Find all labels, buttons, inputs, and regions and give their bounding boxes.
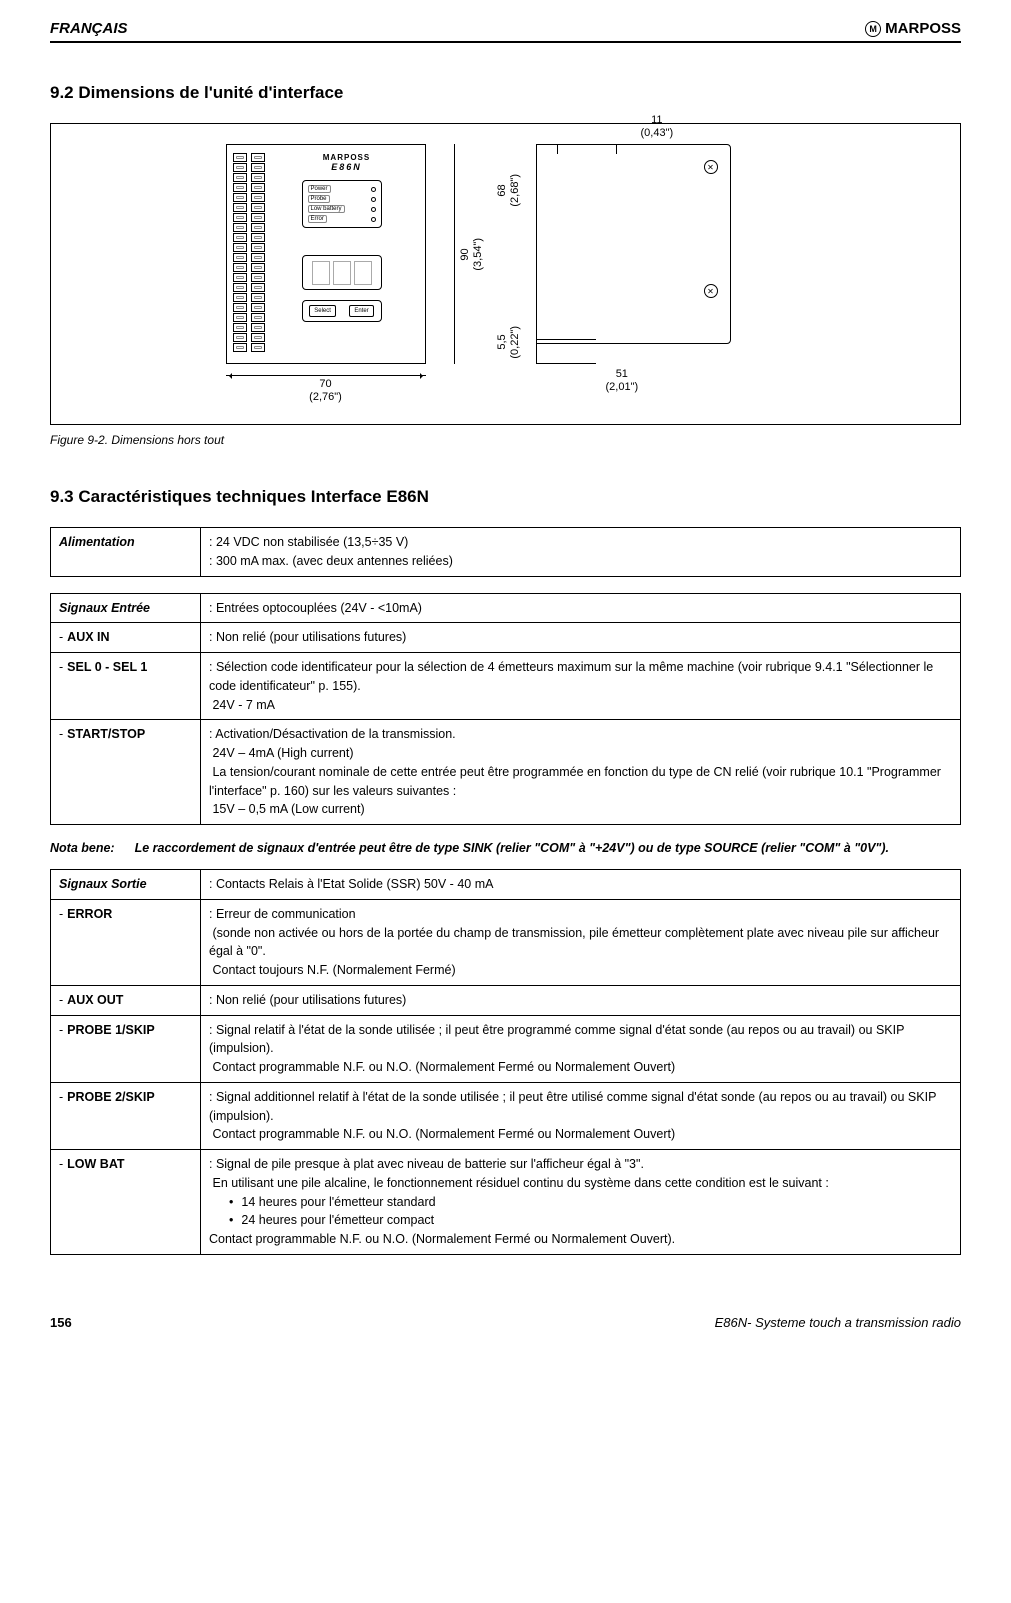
table-row: -AUX IN : Non relié (pour utilisations f…	[51, 623, 961, 653]
dimension-width: 70 (2,76")	[226, 375, 426, 404]
alimentation-value: : 24 VDC non stabilisée (13,5÷35 V) : 30…	[201, 528, 961, 577]
device-brand-label: MARPOSS E86N	[277, 153, 417, 172]
table-row: -SEL 0 - SEL 1 : Sélection code identifi…	[51, 653, 961, 720]
startstop-value: : Activation/Désactivation de la transmi…	[201, 720, 961, 825]
page-footer: 156 E86N- Systeme touch a transmission r…	[50, 1315, 961, 1330]
device-body: MARPOSS E86N Power Probe Low battery Err…	[226, 144, 426, 364]
footer-title: E86N- Systeme touch a transmission radio	[715, 1315, 961, 1330]
mounting-hole-icon	[704, 160, 718, 174]
aux-in-value: : Non relié (pour utilisations futures)	[201, 623, 961, 653]
probe1-value: : Signal relatif à l'état de la sonde ut…	[201, 1015, 961, 1082]
signaux-sortie-table: Signaux Sortie : Contacts Relais à l'Eta…	[50, 869, 961, 1255]
aux-in-label: -AUX IN	[51, 623, 201, 653]
figure-caption: Figure 9-2. Dimensions hors tout	[50, 433, 961, 447]
brand-text: MARPOSS	[885, 20, 961, 37]
error-label: -ERROR	[51, 899, 201, 985]
status-panel: Power Probe Low battery Error	[302, 180, 382, 228]
probe2-value: : Signal additionnel relatif à l'état de…	[201, 1082, 961, 1149]
auxout-value: : Non relié (pour utilisations futures)	[201, 985, 961, 1015]
side-body	[536, 144, 731, 344]
device-side-view: 11(0,43") 68(2,68") 5,5(0,22") 51(2,01")	[506, 144, 786, 404]
dimension-11: 11(0,43")	[641, 114, 674, 140]
section-93-title: 9.3 Caractéristiques techniques Interfac…	[50, 487, 961, 507]
table-row: Signaux Sortie : Contacts Relais à l'Eta…	[51, 870, 961, 900]
table-row: Signaux Entrée : Entrées optocouplées (2…	[51, 593, 961, 623]
probe2-label: -PROBE 2/SKIP	[51, 1082, 201, 1149]
dimension-55: 5,5(0,22")	[496, 326, 522, 359]
seven-segment-display	[302, 255, 382, 290]
nota-text: Le raccordement de signaux d'entrée peut…	[135, 841, 889, 855]
signaux-sortie-label: Signaux Sortie	[51, 870, 201, 900]
table-row: Alimentation : 24 VDC non stabilisée (13…	[51, 528, 961, 577]
enter-button[interactable]: Enter	[349, 305, 373, 317]
table-row: -LOW BAT : Signal de pile presque à plat…	[51, 1150, 961, 1255]
section-92-title: 9.2 Dimensions de l'unité d'interface	[50, 83, 961, 103]
led-icon	[371, 217, 376, 222]
dimension-height: 90 (3,54")	[454, 144, 485, 364]
mounting-hole-icon	[704, 284, 718, 298]
page-header: FRANÇAIS M MARPOSS	[50, 20, 961, 43]
header-brand: M MARPOSS	[865, 20, 961, 37]
table-row: -ERROR : Erreur de communication (sonde …	[51, 899, 961, 985]
lowbat-label: -LOW BAT	[51, 1150, 201, 1255]
nota-bene: Nota bene: Le raccordement de signaux d'…	[50, 841, 961, 855]
brand-logo-icon: M	[865, 21, 881, 37]
nota-label: Nota bene:	[50, 841, 115, 855]
table-row: -START/STOP : Activation/Désactivation d…	[51, 720, 961, 825]
sel-label: -SEL 0 - SEL 1	[51, 653, 201, 720]
auxout-label: -AUX OUT	[51, 985, 201, 1015]
sel-value: : Sélection code identificateur pour la …	[201, 653, 961, 720]
probe1-label: -PROBE 1/SKIP	[51, 1015, 201, 1082]
table-row: -PROBE 2/SKIP : Signal additionnel relat…	[51, 1082, 961, 1149]
signaux-entree-value: : Entrées optocouplées (24V - <10mA)	[201, 593, 961, 623]
error-value: : Erreur de communication (sonde non act…	[201, 899, 961, 985]
signaux-entree-table: Signaux Entrée : Entrées optocouplées (2…	[50, 593, 961, 826]
alimentation-label: Alimentation	[51, 528, 201, 577]
side-rail	[536, 339, 596, 364]
terminal-column-2	[251, 153, 265, 352]
page-number: 156	[50, 1315, 72, 1330]
select-button[interactable]: Select	[309, 305, 336, 317]
lowbat-value: : Signal de pile presque à plat avec niv…	[201, 1150, 961, 1255]
led-icon	[371, 197, 376, 202]
device-front-view: MARPOSS E86N Power Probe Low battery Err…	[226, 144, 446, 364]
startstop-label: -START/STOP	[51, 720, 201, 825]
led-icon	[371, 187, 376, 192]
dimension-68: 68(2,68")	[496, 174, 522, 207]
led-icon	[371, 207, 376, 212]
dimensions-figure: MARPOSS E86N Power Probe Low battery Err…	[50, 123, 961, 425]
signaux-entree-label: Signaux Entrée	[51, 593, 201, 623]
alimentation-table: Alimentation : 24 VDC non stabilisée (13…	[50, 527, 961, 577]
table-row: -PROBE 1/SKIP : Signal relatif à l'état …	[51, 1015, 961, 1082]
dimension-51: 51(2,01")	[606, 368, 639, 394]
terminal-column-1	[233, 153, 247, 352]
signaux-sortie-value: : Contacts Relais à l'Etat Solide (SSR) …	[201, 870, 961, 900]
table-row: -AUX OUT : Non relié (pour utilisations …	[51, 985, 961, 1015]
header-language: FRANÇAIS	[50, 20, 128, 37]
button-panel: Select Enter	[302, 300, 382, 322]
